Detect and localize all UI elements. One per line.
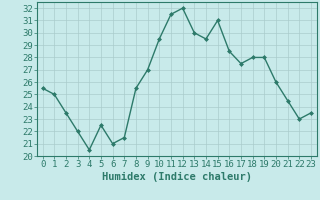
- X-axis label: Humidex (Indice chaleur): Humidex (Indice chaleur): [102, 172, 252, 182]
